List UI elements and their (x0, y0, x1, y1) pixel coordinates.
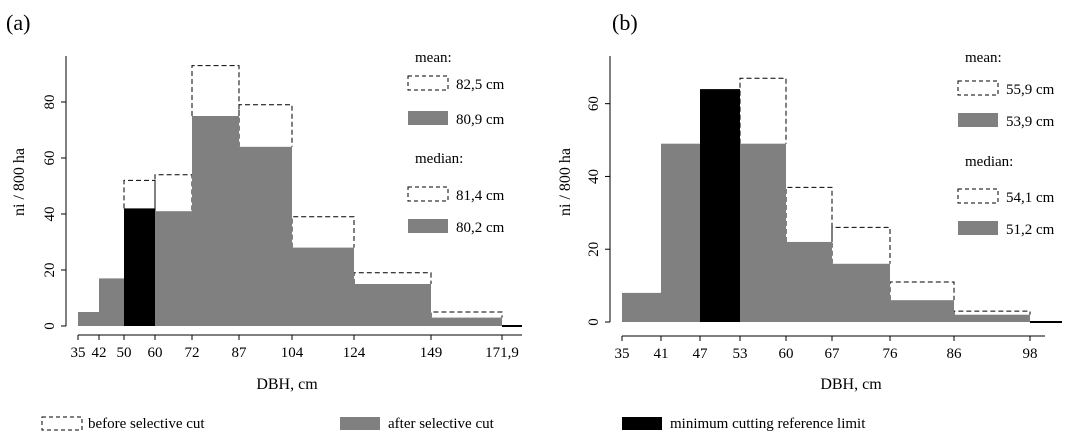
axes-b (609, 56, 1045, 337)
before-cut-outline (953, 310, 1031, 315)
x-tick-label: 171,9 (485, 345, 519, 361)
x-tick-label: 86 (947, 346, 963, 362)
after-cut-bar (431, 317, 502, 326)
legend-median-before-swatch-a (407, 186, 449, 202)
panel-label-b: (b) (612, 10, 638, 35)
legend-mean-before-value-a: 82,5 cm (456, 77, 505, 93)
x-tick-label: 35 (615, 346, 630, 362)
x-tick-label: 53 (733, 346, 748, 362)
reference-limit-bar (700, 89, 740, 322)
legend-mean-title-b: mean: (965, 50, 1002, 66)
panel-label-a: (a) (6, 10, 30, 35)
before-cut-outline (739, 77, 787, 144)
after-cut-bar (155, 211, 192, 326)
x-tick-label: 50 (117, 345, 132, 361)
before-cut-outline (831, 226, 891, 264)
y-tick-label: 20 (42, 263, 58, 278)
legend-median-title-b: median: (965, 154, 1013, 170)
after-cut-bar (740, 143, 786, 322)
x-axis-title-b: DBH, cm (820, 376, 882, 393)
legend-mean-after-swatch-b (958, 113, 998, 127)
legend-median-before-value-a: 81,4 cm (456, 188, 505, 204)
bottom-legend-reference-label: minimum cutting reference limit (670, 416, 866, 432)
after-cut-bar (292, 247, 354, 326)
legend-mean-after-swatch-a (408, 111, 448, 125)
after-cut-bars-group (622, 89, 1062, 323)
before-cut-outline (123, 179, 156, 209)
y-axis-title-a: ni / 800 ha (11, 148, 28, 216)
legend-median-after-swatch-a (408, 219, 448, 233)
after-cut-bar (622, 292, 661, 322)
y-tick-label: 20 (586, 242, 602, 257)
bottom-legend-before-swatch (41, 416, 83, 431)
before-cut-outline (353, 272, 432, 284)
x-tick-label: 87 (232, 345, 248, 361)
x-tick-label: 67 (825, 346, 841, 362)
legend-median-before-swatch-b (957, 188, 999, 204)
x-tick-label: 41 (654, 346, 669, 362)
y-tick-label: 0 (42, 322, 58, 330)
y-tick-label: 60 (586, 96, 602, 111)
after-cut-bar (99, 278, 124, 326)
y-tick-label: 0 (586, 318, 602, 326)
x-tick-label: 42 (92, 345, 107, 361)
chart-panel-a: (a) 0 20 40 60 80 35 42 50 60 72 87 104 124 149 171,9… (6, 10, 522, 393)
x-tick-label: 60 (148, 345, 163, 361)
after-cut-bar (661, 143, 700, 322)
x-tick-label: 47 (693, 346, 709, 362)
legend-median-before-value-b: 54,1 cm (1006, 190, 1055, 206)
legend-median-title-a: median: (415, 151, 463, 167)
y-tick-label: 40 (42, 207, 58, 222)
after-cut-bar (78, 312, 99, 326)
after-cut-bar (239, 146, 292, 326)
reference-limit-bar (124, 208, 155, 326)
before-cut-outline (238, 104, 293, 147)
bottom-legend-after-swatch (340, 417, 380, 430)
after-cut-bar (832, 263, 890, 322)
before-cut-outline (291, 216, 355, 248)
before-cut-outline (785, 186, 833, 242)
legend-median-after-swatch-b (958, 221, 998, 235)
after-cut-bar (354, 284, 431, 326)
after-cut-bar (890, 300, 954, 322)
legend-mean-before-value-b: 55,9 cm (1006, 82, 1055, 98)
y-tick-label: 80 (42, 95, 58, 110)
legend-median-after-value-b: 51,2 cm (1006, 222, 1055, 238)
legend-mean-title-a: mean: (415, 50, 452, 66)
after-cut-bars-group (78, 116, 522, 327)
chart-panel-b: (b) 0 20 40 60 35 41 47 53 60 67 76 86 98 ni / 800 … (557, 10, 1062, 393)
before-cut-outline (430, 311, 503, 318)
after-cut-bar (192, 116, 239, 326)
y-tick-label: 60 (42, 151, 58, 166)
after-cut-bar (954, 314, 1030, 322)
legend-a: mean: 82,5 cm 80,9 cm median: 81,4 cm 80… (407, 50, 505, 236)
y-tick-label: 40 (586, 169, 602, 184)
before-cut-outline (889, 281, 955, 301)
bottom-legend-before-label: before selective cut (88, 416, 205, 432)
x-axis-title-a: DBH, cm (256, 376, 318, 393)
bottom-legend: before selective cut after selective cut… (41, 416, 866, 432)
bottom-legend-after-label: after selective cut (388, 416, 495, 432)
legend-median-after-value-a: 80,2 cm (456, 220, 505, 236)
x-tick-label: 76 (883, 346, 899, 362)
y-axis-title-b: ni / 800 ha (557, 148, 574, 216)
before-cut-outline (154, 174, 193, 212)
x-tick-label: 149 (420, 345, 443, 361)
x-tick-label: 104 (281, 345, 304, 361)
legend-mean-before-swatch-b (957, 80, 999, 96)
x-tick-label: 60 (779, 346, 794, 362)
legend-b: mean: 55,9 cm 53,9 cm median: 54,1 cm 51… (957, 50, 1055, 238)
before-cut-outline (191, 65, 240, 116)
x-tick-label: 35 (71, 345, 86, 361)
after-cut-bar (786, 241, 832, 322)
legend-mean-after-value-a: 80,9 cm (456, 112, 505, 128)
x-tick-label: 72 (185, 345, 200, 361)
legend-mean-before-swatch-a (407, 75, 449, 91)
bottom-legend-reference-swatch (622, 417, 662, 430)
x-tick-label: 124 (343, 345, 366, 361)
legend-mean-after-value-b: 53,9 cm (1006, 114, 1055, 130)
axes-a (65, 56, 522, 336)
x-tick-label: 98 (1023, 346, 1038, 362)
